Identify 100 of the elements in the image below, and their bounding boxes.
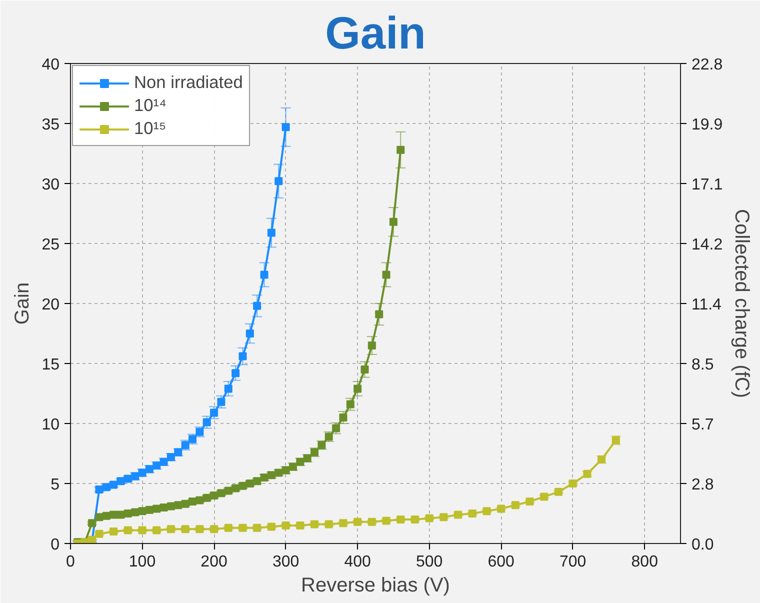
x-tick-label: 600 [488, 554, 515, 570]
x-axis-title: Reverse bias (V) [301, 574, 450, 596]
point [110, 510, 118, 519]
y2-tick-label: 17.1 [692, 176, 723, 194]
y-tick-label: 20 [42, 296, 60, 314]
point [188, 498, 196, 506]
point [131, 508, 140, 516]
point [482, 507, 491, 516]
point [232, 369, 240, 378]
point [224, 384, 232, 393]
point [260, 270, 268, 279]
point [310, 520, 318, 528]
point [339, 519, 348, 528]
point [511, 501, 520, 510]
x-tick-label: 200 [200, 554, 228, 570]
y-tick-label: 0 [50, 536, 60, 554]
y-tick-label: 30 [42, 176, 60, 194]
point [382, 270, 390, 279]
point [274, 177, 283, 186]
point [124, 510, 132, 518]
point [375, 310, 384, 318]
point [368, 518, 376, 526]
legend-label: Non irradiated [134, 72, 243, 93]
y-tick-label: 15 [42, 356, 60, 374]
y2-tick-label: 19.9 [692, 116, 723, 134]
y2-axis-title: Collected charge (fC) [730, 209, 753, 398]
point [354, 384, 362, 393]
point [253, 302, 262, 310]
point [152, 526, 161, 534]
x-tick-label: 0 [66, 554, 76, 570]
point [152, 504, 161, 513]
y2-tick-label: 11.4 [692, 296, 722, 314]
point [440, 513, 448, 522]
y-tick-label: 35 [42, 116, 60, 134]
point [238, 352, 247, 360]
point [282, 123, 290, 132]
point [174, 501, 182, 510]
point [253, 524, 262, 532]
legend-label: 10¹⁵ [134, 118, 166, 139]
point [181, 500, 190, 508]
x-tick-label: 500 [416, 554, 443, 570]
point [382, 516, 390, 525]
y-tick-label: 40 [42, 56, 60, 74]
point [360, 366, 369, 374]
point [554, 488, 562, 496]
point [138, 526, 146, 534]
point [138, 507, 146, 516]
point [210, 525, 218, 534]
point [540, 492, 548, 501]
point [526, 498, 534, 506]
y2-tick-label: 5.7 [692, 416, 714, 434]
point [497, 504, 506, 513]
x-tick-label: 400 [344, 554, 372, 570]
point [217, 398, 226, 406]
point [354, 518, 362, 526]
chart-title: Gain [325, 8, 426, 58]
y2-tick-label: 8.5 [692, 356, 714, 374]
point [196, 525, 204, 534]
y2-tick-label: 2.8 [692, 476, 714, 494]
point [396, 516, 405, 524]
point [202, 418, 211, 426]
point [267, 228, 276, 237]
point [468, 510, 476, 518]
point [210, 408, 218, 417]
point [95, 530, 104, 538]
point [116, 510, 125, 519]
point [368, 342, 376, 350]
point [181, 525, 190, 534]
y-tick-label: 5 [50, 476, 60, 494]
point [339, 414, 348, 422]
point [425, 514, 434, 522]
point [166, 502, 175, 510]
point [224, 524, 232, 532]
point [160, 504, 168, 512]
x-tick-label: 700 [560, 554, 586, 570]
y2-tick-label: 14.2 [692, 236, 723, 254]
point [346, 400, 354, 408]
point [166, 525, 175, 534]
point [110, 528, 118, 536]
x-tick-label: 300 [272, 554, 300, 570]
point [410, 516, 419, 524]
y-axis-title: Gain [12, 282, 34, 325]
y2-tick-label: 22.8 [692, 56, 723, 74]
point [454, 510, 462, 519]
y2-tick-label: 0.0 [692, 536, 714, 554]
x-tick-label: 100 [128, 554, 156, 570]
point [396, 146, 405, 154]
point [296, 522, 304, 530]
point [102, 512, 110, 520]
legend-label: 10¹⁴ [134, 95, 166, 116]
x-tick-label: 800 [631, 554, 658, 570]
point [88, 519, 96, 528]
y-tick-label: 10 [42, 416, 60, 434]
point [124, 526, 132, 534]
point [145, 506, 154, 514]
point [95, 513, 104, 522]
y-tick-label: 25 [42, 236, 60, 254]
point [196, 496, 204, 504]
point [246, 330, 254, 338]
point [324, 520, 333, 528]
